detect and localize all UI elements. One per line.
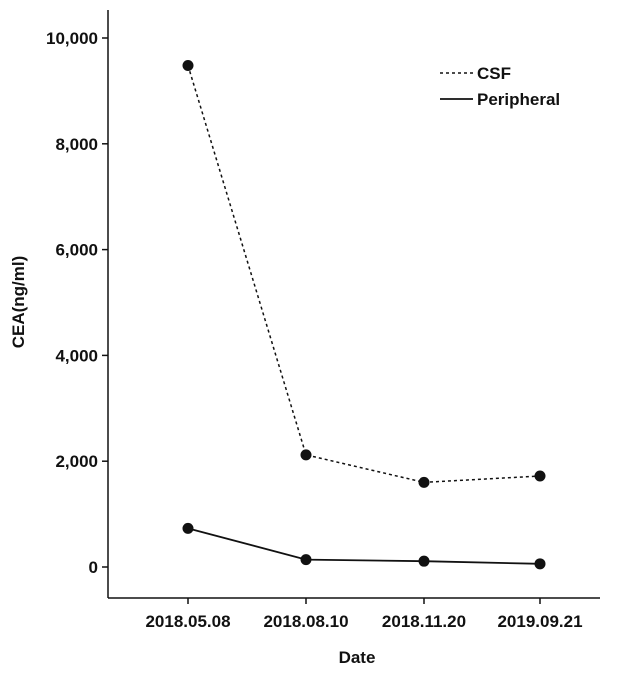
legend-label-peripheral: Peripheral: [477, 90, 560, 109]
x-tick-label: 2018.05.08: [145, 612, 230, 631]
y-axis-title: CEA(ng/ml): [9, 256, 28, 349]
y-tick-label: 10,000: [46, 29, 98, 48]
data-point-peripheral: [534, 558, 546, 570]
series: [182, 60, 546, 570]
legend-label-csf: CSF: [477, 64, 511, 83]
data-point-peripheral: [182, 522, 194, 534]
data-point-peripheral: [418, 555, 430, 567]
x-axis-title: Date: [339, 648, 376, 667]
y-tick-label: 8,000: [55, 135, 98, 154]
x-tick-label: 2018.08.10: [263, 612, 348, 631]
data-point-csf: [534, 470, 546, 482]
axes: [107, 10, 600, 599]
y-tick-label: 0: [89, 558, 98, 577]
data-point-peripheral: [300, 554, 312, 566]
y-ticks: 0 2,000 4,000 6,000 8,000 10,000: [46, 29, 108, 577]
legend-item-peripheral: Peripheral: [440, 90, 560, 109]
y-tick-label: 6,000: [55, 241, 98, 260]
legend-item-csf: CSF: [440, 64, 511, 83]
y-tick-label: 2,000: [55, 452, 98, 471]
series-line-peripheral: [187, 527, 541, 565]
x-tick-label: 2018.11.20: [382, 612, 466, 631]
x-ticks: 2018.05.08 2018.08.10 2018.11.20 2019.09.21: [145, 598, 583, 631]
data-point-csf: [300, 449, 312, 461]
data-point-csf: [182, 60, 194, 72]
x-tick-label: 2019.09.21: [497, 612, 582, 631]
y-tick-label: 4,000: [55, 346, 98, 365]
legend: CSF Peripheral: [440, 64, 560, 109]
series-line-csf: [187, 65, 541, 484]
data-point-csf: [418, 476, 430, 488]
